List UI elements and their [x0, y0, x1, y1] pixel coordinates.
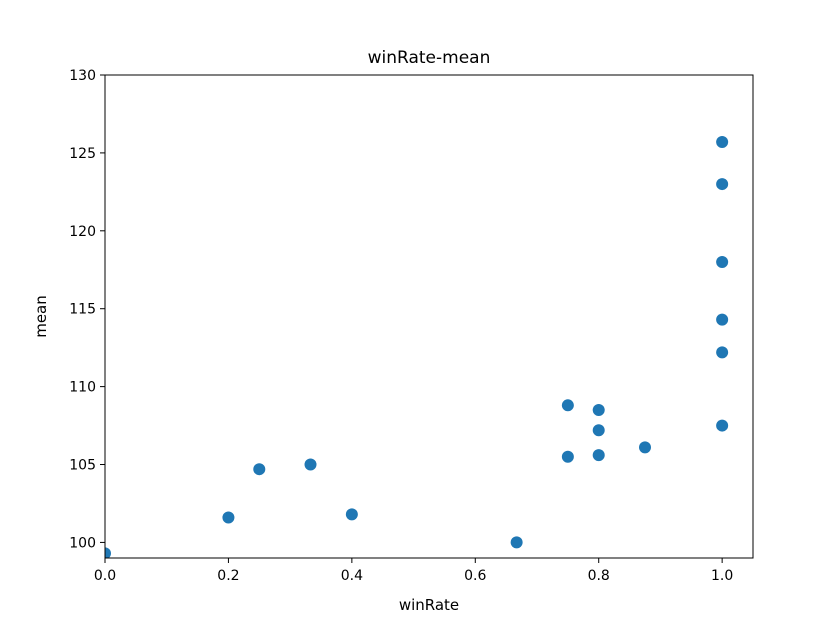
- y-tick-label: 115: [69, 302, 96, 318]
- x-tick-label: 0.4: [341, 568, 363, 584]
- data-point: [345, 508, 358, 521]
- x-tick-label: 0.0: [94, 568, 116, 584]
- data-point: [561, 399, 574, 412]
- x-tick-label: 0.6: [464, 568, 486, 584]
- data-point: [639, 441, 651, 454]
- data-point: [592, 403, 605, 416]
- data-point: [105, 547, 111, 558]
- data-point: [304, 458, 317, 471]
- y-tick-label: 130: [69, 68, 96, 84]
- x-tick-label: 0.2: [217, 568, 239, 584]
- y-tick-label: 110: [69, 380, 96, 396]
- data-point: [592, 449, 605, 462]
- data-point: [222, 511, 235, 524]
- x-tick-label: 1.0: [711, 568, 733, 584]
- x-tick-label: 0.8: [588, 568, 610, 584]
- data-point: [510, 536, 523, 549]
- data-point: [716, 346, 729, 359]
- data-point: [716, 419, 729, 432]
- y-tick-label: 125: [69, 146, 96, 162]
- y-tick-label: 120: [69, 224, 96, 240]
- y-ticks: 100 105 110 115 120 125 130: [69, 68, 105, 551]
- x-ticks: 0.0 0.2 0.4 0.6 0.8 1.0: [94, 558, 733, 584]
- axes-frame: [104, 74, 754, 559]
- chart-title: winRate-mean: [368, 48, 491, 68]
- data-point: [253, 463, 266, 476]
- y-tick-label: 100: [69, 535, 96, 551]
- data-point: [716, 135, 729, 148]
- data-point: [592, 424, 605, 437]
- data-point: [716, 255, 729, 268]
- data-point: [716, 178, 729, 191]
- y-axis-title: mean: [32, 295, 50, 338]
- data-point: [561, 450, 574, 463]
- points-layer: [105, 135, 729, 558]
- x-axis-title: winRate: [399, 596, 459, 614]
- y-tick-label: 105: [69, 458, 96, 474]
- data-point: [716, 313, 729, 326]
